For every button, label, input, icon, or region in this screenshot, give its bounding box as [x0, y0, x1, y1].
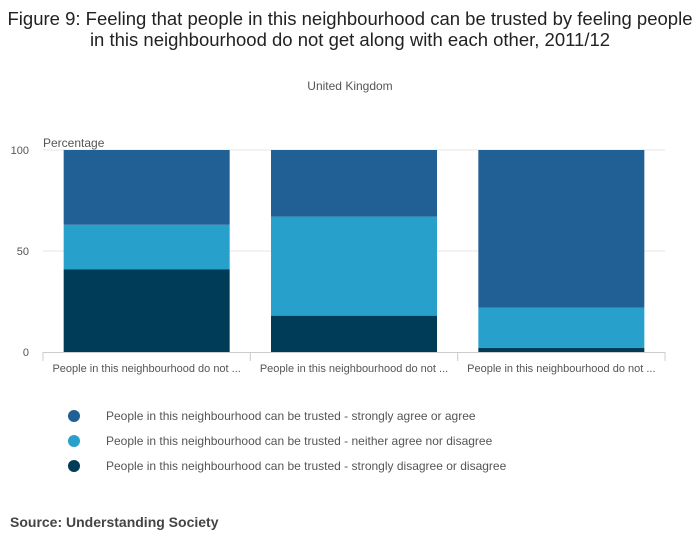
chart-subtitle: United Kingdom [307, 79, 393, 93]
x-axis: People in this neighbourhood do not ... P… [42, 352, 666, 375]
bar-segment[interactable] [63, 150, 230, 225]
source-note: Source: Understanding Society [10, 514, 219, 530]
stacked-bar-chart: Percentage 0 50 100 People in this neighbo… [11, 136, 666, 375]
bar-segment[interactable] [478, 150, 645, 308]
y-tick-label: 0 [23, 347, 29, 359]
x-tick-label: People in this neighbourhood do not ... [260, 363, 448, 375]
bar-segment[interactable] [271, 216, 437, 316]
bar-segment[interactable] [271, 315, 437, 352]
legend-label: People in this neighbourhood can be trus… [106, 409, 476, 423]
legend-marker [68, 460, 80, 472]
legend-marker [68, 435, 80, 447]
y-tick-label: 50 [17, 246, 29, 258]
bar-segment[interactable] [478, 347, 645, 352]
bar-segment[interactable] [63, 269, 230, 352]
y-tick-label: 100 [11, 145, 29, 157]
bar-segment[interactable] [478, 307, 645, 348]
legend-label: People in this neighbourhood can be trus… [106, 459, 507, 473]
legend-marker [68, 410, 80, 422]
bar-segment[interactable] [63, 224, 230, 270]
x-tick-label: People in this neighbourhood do not ... [467, 363, 655, 375]
chart-title: Figure 9: Feeling that people in this ne… [7, 8, 693, 50]
legend-label: People in this neighbourhood can be trus… [106, 434, 493, 448]
bar-segment[interactable] [271, 150, 437, 217]
bars [63, 150, 645, 352]
x-tick-label: People in this neighbourhood do not ... [52, 363, 240, 375]
y-axis-ticks: 0 50 100 [11, 145, 29, 359]
y-axis-label: Percentage [43, 136, 105, 150]
